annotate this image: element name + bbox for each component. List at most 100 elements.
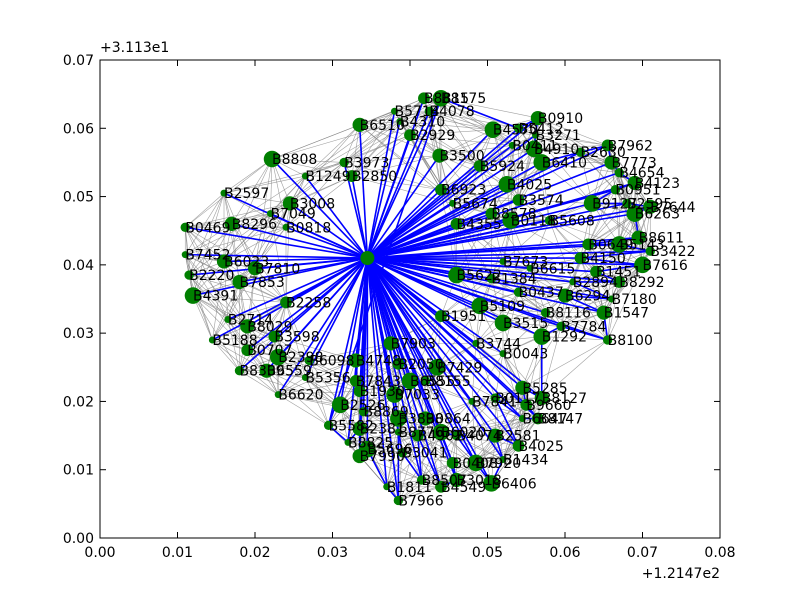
node-marker bbox=[583, 195, 601, 212]
node-marker bbox=[446, 456, 459, 469]
node-label: B2850 bbox=[352, 169, 397, 185]
mesh-edge bbox=[188, 223, 232, 276]
node-label: B5696 bbox=[367, 442, 412, 458]
node-marker bbox=[180, 222, 190, 232]
mesh-edge bbox=[398, 432, 422, 481]
node-marker bbox=[569, 278, 577, 286]
node-marker bbox=[220, 189, 228, 197]
node-label: B7920 bbox=[476, 456, 521, 472]
y-tick-label: 0.06 bbox=[63, 121, 94, 137]
node-label: B9660 bbox=[526, 398, 571, 414]
mesh-edge bbox=[367, 435, 418, 450]
node-marker bbox=[391, 107, 398, 115]
node-label: B5924 bbox=[480, 159, 525, 175]
node-marker bbox=[627, 175, 642, 191]
node-label: B7049 bbox=[271, 207, 316, 223]
node-label: B8815 bbox=[424, 91, 469, 107]
node-label: B4025 bbox=[519, 439, 564, 455]
mesh-edge bbox=[239, 302, 287, 371]
node-label: B3008 bbox=[290, 196, 335, 212]
mesh-edge bbox=[456, 445, 519, 481]
mesh-edge bbox=[440, 431, 492, 484]
node-marker bbox=[435, 183, 447, 196]
node-marker bbox=[645, 246, 655, 256]
node-label: B6555 bbox=[410, 374, 455, 390]
node-marker bbox=[533, 154, 551, 171]
node-marker bbox=[449, 199, 457, 207]
node-marker bbox=[508, 141, 516, 149]
node-label: B2894 bbox=[573, 275, 618, 291]
mesh-edge bbox=[634, 182, 651, 252]
node-label: B6098 bbox=[309, 353, 354, 369]
node-label: B3041 bbox=[402, 446, 447, 462]
node-label: B3574 bbox=[519, 193, 564, 209]
mesh-edge bbox=[580, 257, 605, 313]
chain-edge bbox=[572, 281, 612, 300]
node-marker bbox=[610, 236, 628, 253]
node-marker bbox=[634, 256, 651, 274]
node-label: B5188 bbox=[212, 333, 257, 349]
hub-edge bbox=[366, 134, 411, 259]
node-marker bbox=[282, 223, 290, 231]
node-label: B4910 bbox=[534, 142, 579, 158]
mesh-edge bbox=[535, 134, 608, 146]
mesh-edge bbox=[545, 298, 612, 313]
hub-edge bbox=[366, 110, 431, 259]
mesh-edge bbox=[417, 435, 453, 464]
mesh-edge bbox=[440, 418, 523, 433]
mesh-edge bbox=[351, 111, 395, 177]
mesh-edge bbox=[429, 110, 513, 146]
node-label: B6406 bbox=[491, 476, 536, 492]
node-label: B8029 bbox=[247, 319, 292, 335]
node-marker bbox=[498, 175, 516, 193]
hub-edge bbox=[366, 202, 454, 259]
x-axis-ticks: 0.00 0.01 0.02 0.03 0.04 0.05 0.06 0.07 0.08 bbox=[84, 60, 736, 561]
node-marker bbox=[208, 336, 216, 344]
node-label: B2929 bbox=[410, 128, 455, 144]
y-axis-ticks: 0.00 0.01 0.02 0.03 0.04 0.05 0.06 0.07 bbox=[63, 53, 720, 547]
mesh-edge bbox=[285, 203, 291, 303]
mesh-edge bbox=[560, 281, 620, 327]
node-marker bbox=[418, 92, 430, 105]
mesh-edge bbox=[270, 213, 287, 303]
hub-edge bbox=[367, 219, 550, 259]
mesh-edge bbox=[227, 319, 240, 371]
node-label: B6559 bbox=[267, 364, 312, 380]
node-marker bbox=[232, 274, 247, 290]
mesh-edge bbox=[535, 134, 593, 204]
mesh-edge bbox=[192, 295, 248, 351]
mesh-edge bbox=[561, 312, 604, 327]
node-marker bbox=[331, 396, 349, 414]
mesh-edge bbox=[475, 343, 504, 354]
node-label: B6615 bbox=[530, 261, 575, 277]
mesh-edge bbox=[278, 390, 360, 395]
mesh-edge bbox=[189, 274, 240, 283]
mesh-edge bbox=[398, 479, 422, 501]
mesh-edge bbox=[359, 124, 440, 156]
node-label: B5622 bbox=[457, 268, 502, 284]
node-marker bbox=[613, 276, 626, 288]
hub-edge bbox=[366, 257, 523, 420]
node-marker bbox=[224, 315, 232, 323]
hub-edge bbox=[366, 111, 396, 259]
mesh-edge bbox=[272, 158, 345, 163]
node-marker bbox=[502, 212, 520, 229]
node-marker bbox=[352, 421, 367, 436]
mesh-edge bbox=[425, 418, 477, 464]
node-marker bbox=[520, 398, 533, 411]
node-label: B8507 bbox=[422, 473, 467, 489]
mesh-edge bbox=[533, 145, 608, 150]
mesh-edge bbox=[184, 227, 194, 296]
node-marker bbox=[513, 123, 524, 133]
node-label: B6510 bbox=[360, 118, 405, 134]
mesh-edge bbox=[185, 158, 273, 228]
node-label: B0951 bbox=[615, 183, 660, 199]
mesh-edge bbox=[247, 326, 310, 361]
node-label: B0649 bbox=[588, 237, 633, 253]
mesh-edge bbox=[212, 339, 279, 395]
node-label: B4570 bbox=[493, 123, 538, 139]
mesh-edge bbox=[278, 356, 356, 382]
hub-edge bbox=[366, 257, 388, 487]
node-marker bbox=[582, 238, 595, 251]
